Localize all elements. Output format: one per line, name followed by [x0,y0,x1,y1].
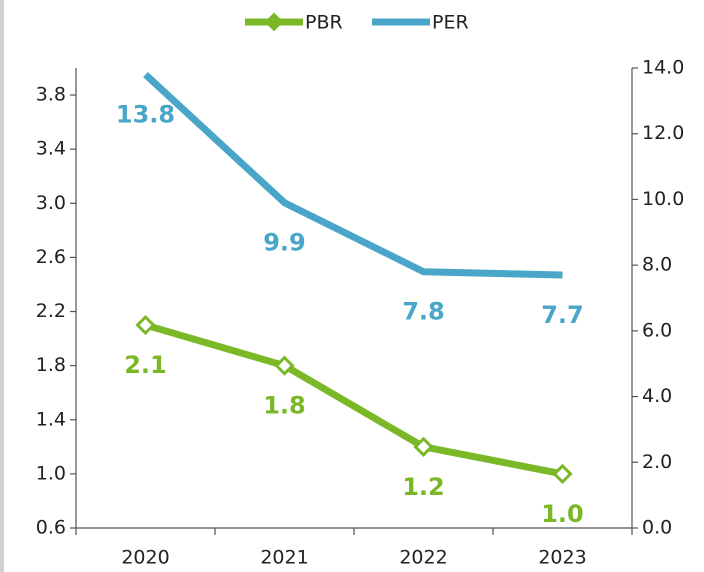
x-tick-label: 2022 [399,547,447,569]
series-line [144,321,564,478]
x-tick-label: 2021 [260,547,308,569]
data-label: 2.1 [124,351,167,379]
y2-tick-label: 0.0 [642,517,672,539]
data-label: 1.8 [263,392,306,420]
y2-tick-label: 8.0 [642,254,672,276]
data-label: 1.2 [402,473,445,501]
y-tick-label: 3.4 [36,138,66,160]
point-marker [413,436,434,457]
y-tick-label: 3.8 [36,84,66,106]
y-tick-label: 3.0 [36,192,66,214]
y-tick-label: 1.4 [36,408,66,430]
x-tick-label: 2020 [121,547,169,569]
y2-tick-label: 4.0 [642,385,672,407]
y2-tick-label: 14.0 [642,57,684,79]
legend-marker [264,12,284,32]
y-tick-label: 0.6 [36,517,66,539]
y2-tick-label: 2.0 [642,451,672,473]
point-marker [274,355,295,376]
y2-tick-label: 10.0 [642,188,684,210]
point-marker [135,314,156,336]
data-label: 9.9 [263,229,306,257]
series-line [143,71,563,279]
y2-tick-label: 6.0 [642,319,672,341]
point-marker [552,463,573,485]
data-label: 13.8 [116,101,175,129]
data-label: 7.7 [541,301,584,329]
y-tick-label: 1.0 [36,462,66,484]
y-tick-label: 2.2 [36,300,66,322]
data-label: 1.0 [541,500,584,528]
data-label: 7.8 [402,298,445,326]
x-tick-label: 2023 [538,547,586,569]
y-tick-label: 1.8 [36,354,66,376]
y2-tick-label: 12.0 [642,122,684,144]
legend-label: PBR [305,12,343,34]
legend-label: PER [432,12,469,34]
y-tick-label: 2.6 [36,246,66,268]
